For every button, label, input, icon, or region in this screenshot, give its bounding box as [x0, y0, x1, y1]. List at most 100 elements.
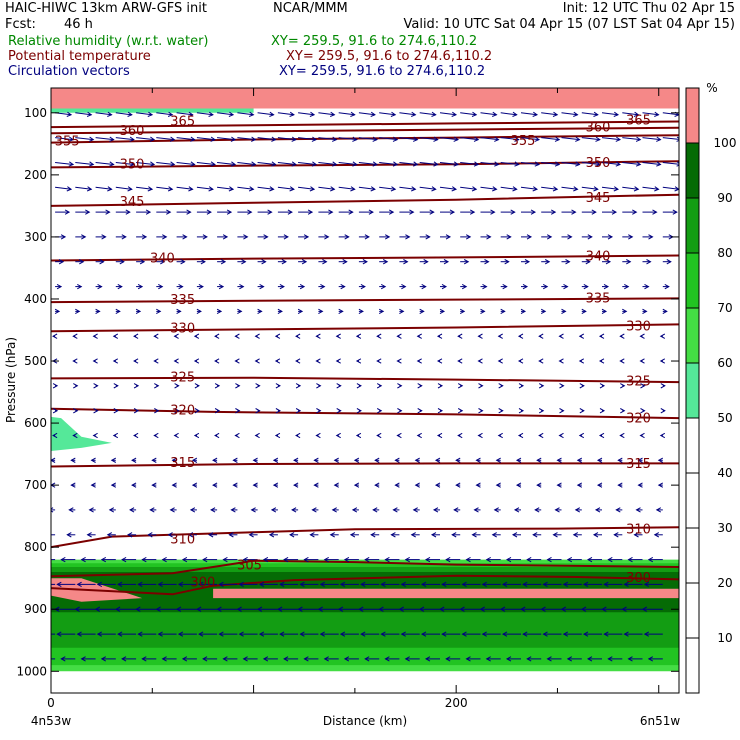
- wind-vector: [498, 408, 504, 414]
- wind-vector: [554, 507, 562, 513]
- wind-vector: [173, 333, 179, 339]
- wind-vector: [216, 606, 238, 612]
- wind-vector: [374, 457, 380, 463]
- wind-vector: [639, 358, 645, 364]
- rh-region-100-0: [51, 88, 679, 109]
- wind-vector: [270, 507, 278, 513]
- wind-vector: [136, 111, 154, 117]
- wind-vector: [75, 136, 95, 142]
- y-tick-label-500: 500: [24, 354, 47, 368]
- wind-vector: [615, 507, 623, 513]
- theta-contour-315: [51, 462, 679, 468]
- wind-vector: [520, 186, 539, 192]
- wind-vector: [603, 631, 623, 637]
- rh-region-100-8: [213, 588, 679, 599]
- wind-vector: [581, 308, 587, 315]
- wind-vector: [390, 532, 400, 538]
- wind-vector: [396, 333, 402, 339]
- wind-vector: [112, 358, 119, 364]
- wind-vector: [582, 631, 602, 637]
- wind-vector: [293, 457, 299, 463]
- wind-vector: [500, 186, 518, 192]
- theta-label-350-0: 350: [120, 158, 145, 173]
- wind-vector: [181, 556, 197, 563]
- theta-label-320-0: 320: [170, 403, 195, 418]
- wind-vector: [60, 656, 76, 662]
- wind-vector: [115, 283, 123, 290]
- wind-vector: [68, 507, 76, 513]
- colorbar-label-80: 80: [717, 246, 732, 260]
- wind-vector: [520, 161, 541, 167]
- wind-vector: [562, 631, 582, 637]
- wind-vector: [297, 308, 304, 315]
- wind-vector: [412, 507, 420, 513]
- wind-vector: [237, 308, 243, 315]
- wind-vector: [293, 482, 299, 488]
- wind-vector: [318, 283, 326, 290]
- wind-vector: [517, 333, 524, 339]
- wind-vector: [396, 432, 402, 439]
- wind-vector: [343, 556, 359, 563]
- wind-vector: [436, 358, 443, 364]
- wind-vector: [617, 482, 623, 488]
- wind-vector: [559, 408, 565, 414]
- wind-vector: [338, 308, 344, 315]
- wind-vector: [353, 482, 360, 488]
- wind-vector: [520, 308, 527, 315]
- wind-vector: [289, 532, 299, 538]
- wind-vector: [358, 259, 368, 265]
- wind-vector: [455, 457, 461, 463]
- wind-vector: [252, 482, 258, 488]
- colorbar-label-20: 20: [717, 576, 732, 590]
- wind-vector: [238, 581, 258, 588]
- wind-vector: [274, 358, 281, 364]
- theta-label-340-1: 340: [586, 250, 611, 265]
- theta-contour-320: [51, 407, 679, 420]
- wind-vector: [586, 656, 602, 662]
- colorbar-bin-100: [686, 88, 699, 143]
- wind-vector: [298, 259, 308, 265]
- wind-vector: [379, 111, 397, 117]
- wind-vector: [601, 136, 622, 142]
- wind-vector: [642, 111, 660, 117]
- chart-title: HAIC-HIWC 13km ARW-GFS init: [5, 1, 207, 16]
- wind-vector: [113, 408, 119, 414]
- wind-vector: [155, 606, 177, 612]
- wind-vector: [54, 308, 61, 315]
- wind-vector: [380, 581, 400, 588]
- wind-vector: [384, 656, 400, 662]
- wind-vector: [156, 283, 164, 290]
- wind-vector: [477, 358, 483, 364]
- forecast-label: Fcst:: [5, 17, 36, 32]
- wind-vector: [129, 507, 137, 513]
- wind-vector: [399, 186, 417, 192]
- wind-vector: [196, 283, 204, 290]
- wind-vector: [536, 457, 542, 463]
- wind-vector: [196, 234, 208, 240]
- wind-vector: [485, 556, 501, 563]
- theta-field-xy: XY= 259.5, 91.6 to 274.6,110.2: [286, 49, 493, 64]
- wind-vector: [559, 383, 565, 389]
- wind-vector: [542, 631, 562, 637]
- wind-vector: [505, 656, 521, 662]
- wind-vector: [210, 507, 218, 513]
- wind-vector: [156, 111, 174, 117]
- wind-vector: [520, 136, 541, 142]
- wind-vector: [601, 111, 620, 117]
- wind-vector: [217, 259, 227, 265]
- wind-vector: [112, 432, 119, 439]
- theta-label-300-1: 300: [626, 571, 651, 586]
- wind-vector: [500, 136, 520, 142]
- theta-contour-325: [51, 376, 679, 384]
- wind-vector: [95, 161, 115, 167]
- wind-vector: [196, 606, 218, 612]
- wind-vector: [191, 457, 198, 463]
- wind-vector: [561, 209, 577, 215]
- wind-vector: [457, 383, 464, 389]
- wind-vector: [541, 209, 557, 215]
- wind-vector: [295, 333, 301, 339]
- wind-vector: [80, 556, 96, 563]
- init-time: Init: 12 UTC Thu 02 Apr 15: [562, 1, 735, 16]
- wind-vector: [115, 136, 135, 142]
- wind-vector: [420, 631, 440, 637]
